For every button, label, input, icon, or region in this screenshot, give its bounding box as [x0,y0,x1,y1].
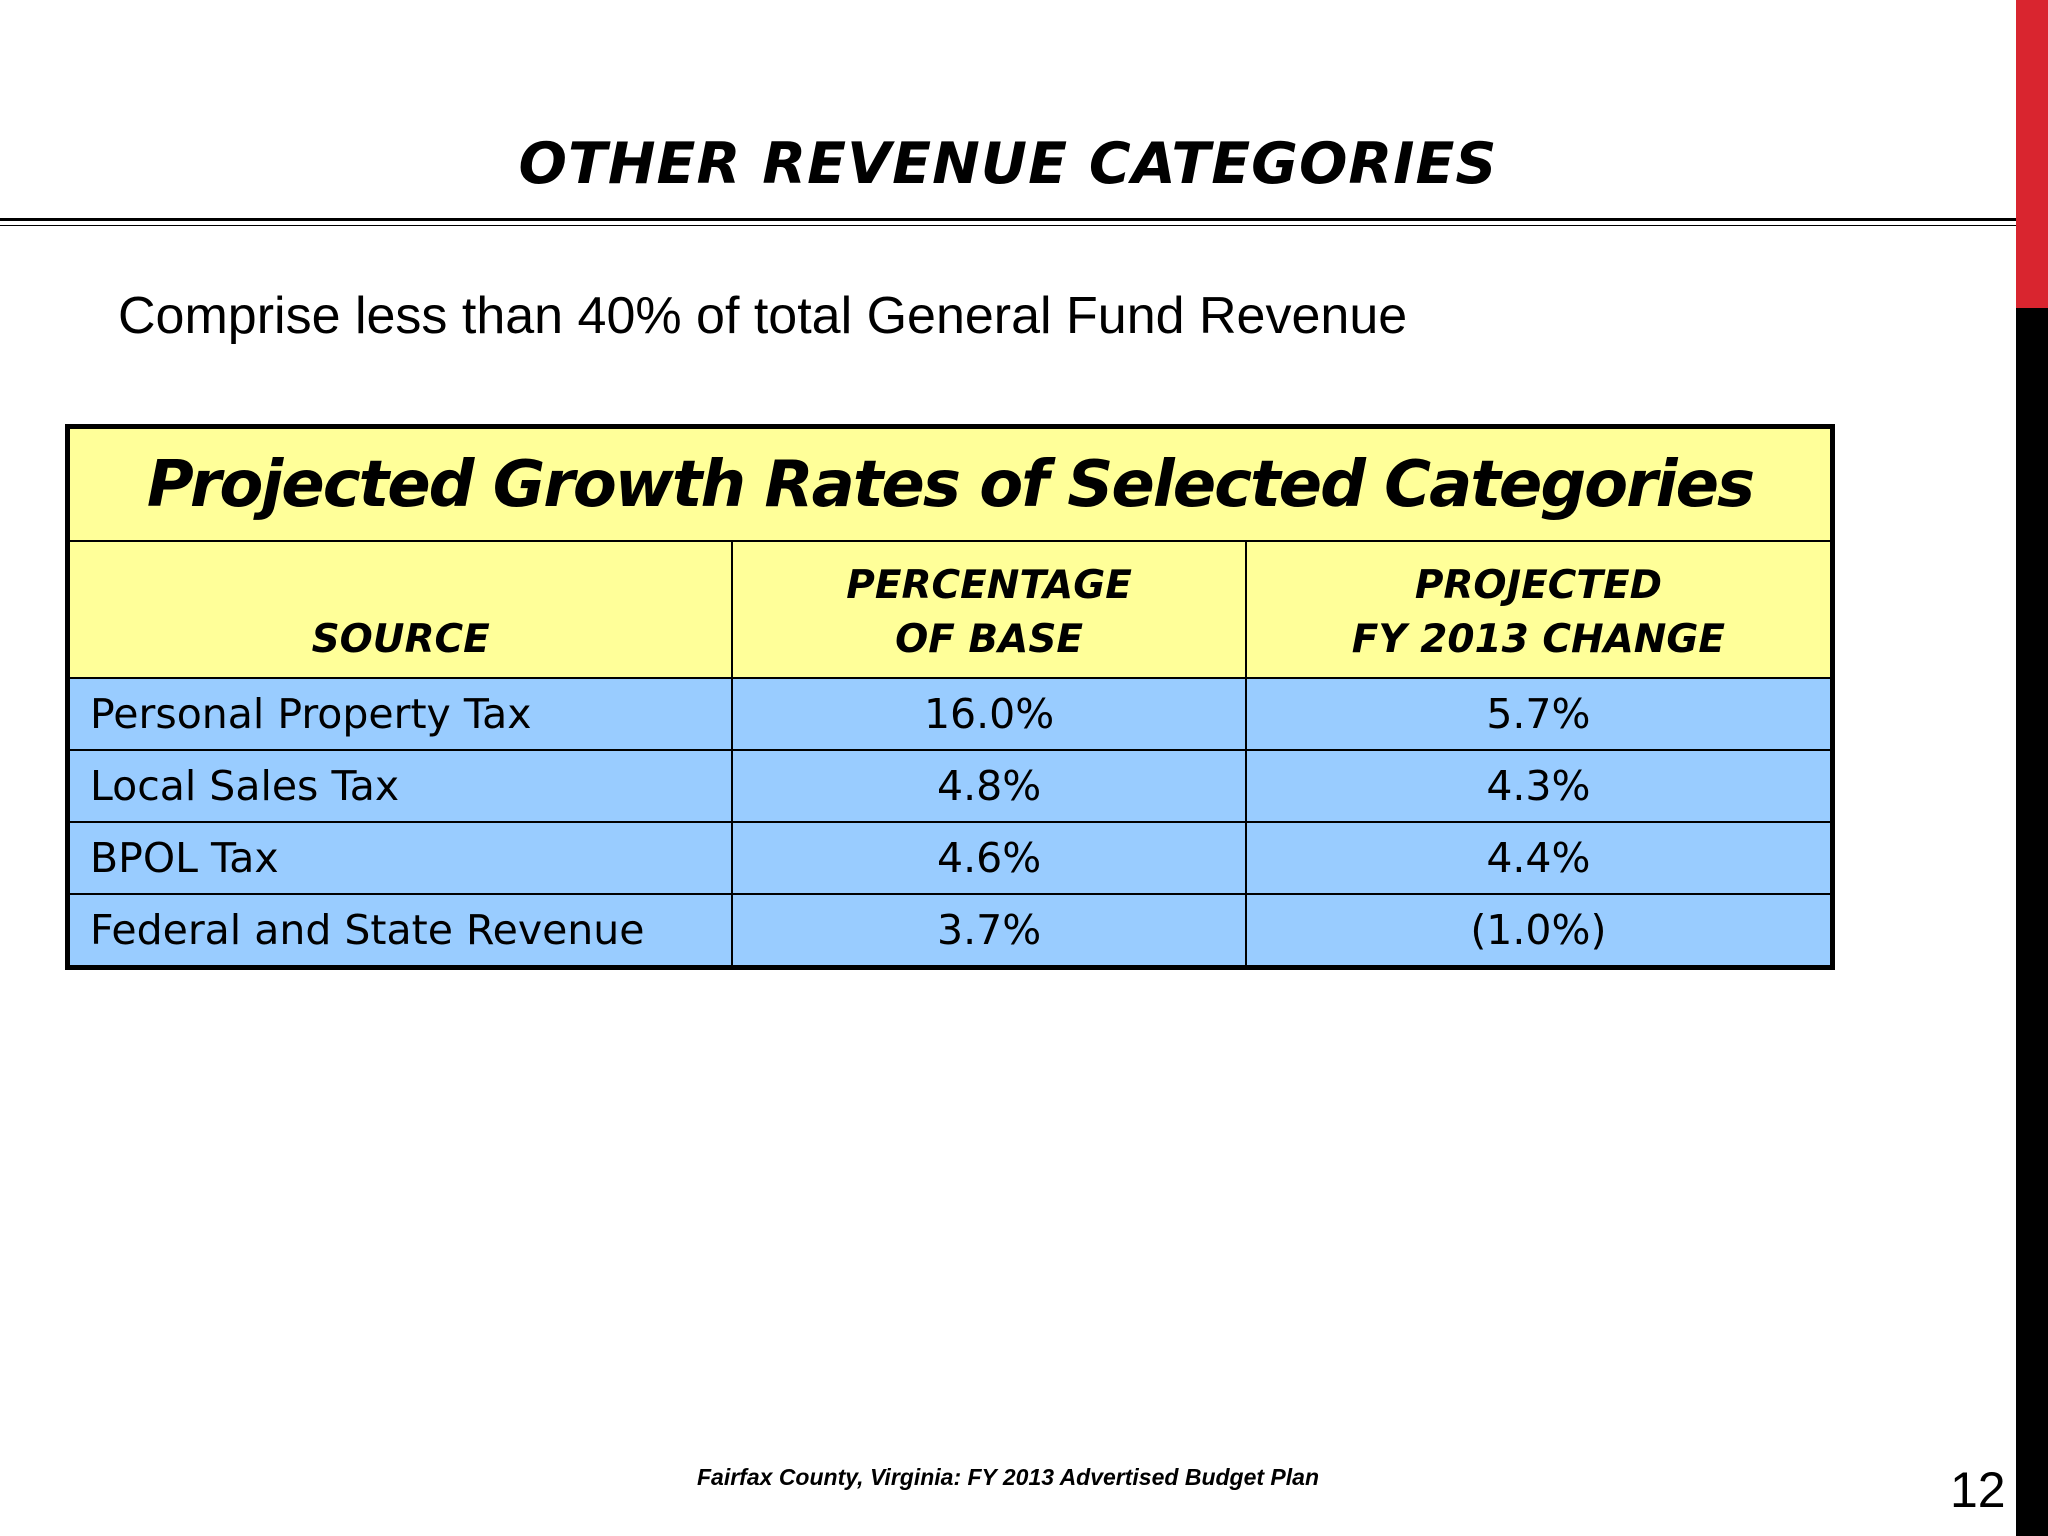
header-projected-line1: PROJECTED [1414,563,1662,608]
header-source: SOURCE [66,540,734,679]
row-change: (1.0%) [1244,893,1834,969]
header-projected: PROJECTED FY 2013 CHANGE [1244,540,1834,679]
title-divider [0,218,2016,221]
growth-rates-table: Projected Growth Rates of Selected Categ… [65,424,1835,970]
row-source: BPOL Tax [66,821,734,895]
footer-text: Fairfax County, Virginia: FY 2013 Advert… [697,1464,1319,1490]
table-caption: Projected Growth Rates of Selected Categ… [66,425,1834,542]
row-change: 4.4% [1244,821,1834,895]
row-percentage: 4.6% [731,821,1247,895]
table-row: Federal and State Revenue 3.7% (1.0%) [66,893,1834,969]
header-percentage-line1: PERCENTAGE [846,563,1132,608]
slide-subtitle: Comprise less than 40% of total General … [118,287,1408,345]
row-source: Local Sales Tax [66,749,734,823]
row-percentage: 4.8% [731,749,1247,823]
side-accent-bar [2016,0,2048,308]
row-percentage: 3.7% [731,893,1247,969]
row-percentage: 16.0% [731,677,1247,751]
row-change: 5.7% [1244,677,1834,751]
table-row: BPOL Tax 4.6% 4.4% [66,821,1834,895]
header-source-label: SOURCE [311,617,490,662]
header-projected-line2: FY 2013 CHANGE [1351,617,1726,662]
page-number: 12 [1950,1462,2006,1518]
header-percentage: PERCENTAGE OF BASE [731,540,1247,679]
table-row: Local Sales Tax 4.8% 4.3% [66,749,1834,823]
row-source: Federal and State Revenue [66,893,734,969]
table-row: Personal Property Tax 16.0% 5.7% [66,677,1834,751]
row-change: 4.3% [1244,749,1834,823]
title-divider-thin [0,225,2016,226]
header-percentage-line2: OF BASE [895,617,1084,662]
row-source: Personal Property Tax [66,677,734,751]
slide-title: OTHER REVENUE CATEGORIES [518,131,1498,197]
